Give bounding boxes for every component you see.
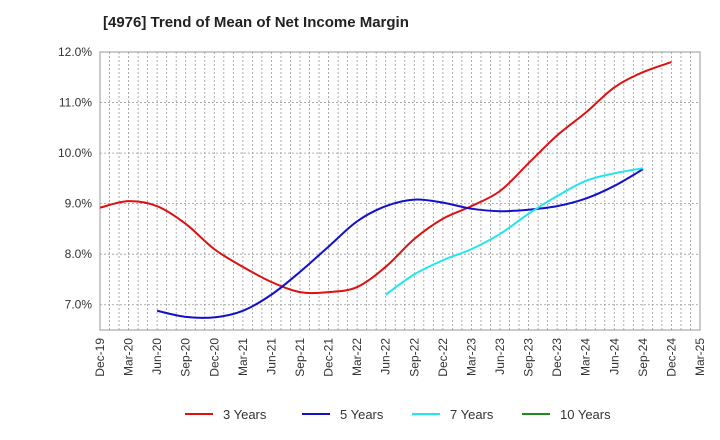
x-tick-label: Dec-19 — [93, 338, 107, 377]
legend: 3 Years 5 Years 7 Years 10 Years — [185, 407, 611, 422]
x-tick-label: Jun-24 — [607, 338, 621, 375]
y-tick-label: 12.0% — [58, 45, 92, 59]
series-line-3 — [385, 167, 644, 296]
x-tick-label: Dec-22 — [436, 338, 450, 377]
grid-layer — [99, 51, 701, 331]
legend-label: 7 Years — [450, 407, 494, 422]
x-tick-label: Jun-21 — [264, 338, 278, 375]
x-tick-label: Mar-24 — [579, 338, 593, 376]
x-tick-label: Dec-21 — [322, 338, 336, 377]
series-line-1 — [99, 61, 672, 295]
axis-layer: 12.0% 11.0% 10.0% 9.0% 8.0% 7.0% Dec-19 Mar-20 J… — [58, 45, 707, 377]
legend-label: 10 Years — [560, 407, 611, 422]
plot-border — [99, 51, 701, 331]
x-tick-label: Dec-20 — [207, 338, 221, 377]
series-layer — [99, 61, 672, 319]
x-tick-label: Mar-21 — [236, 338, 250, 376]
x-tick-label: Jun-23 — [493, 338, 507, 375]
y-tick-label: 7.0% — [65, 298, 93, 312]
x-tick-label: Jun-20 — [150, 338, 164, 375]
x-tick-label: Mar-22 — [350, 338, 364, 376]
y-tick-label: 11.0% — [59, 96, 92, 110]
legend-label: 3 Years — [223, 407, 267, 422]
x-tick-label: Sep-20 — [179, 338, 193, 377]
x-tick-label: Sep-22 — [407, 338, 421, 377]
legend-label: 5 Years — [340, 407, 384, 422]
y-tick-label: 10.0% — [58, 146, 92, 160]
x-tick-label: Dec-23 — [550, 338, 564, 377]
y-tick-label: 8.0% — [65, 247, 93, 261]
x-tick-label: Jun-22 — [379, 338, 393, 375]
x-tick-label: Mar-20 — [122, 338, 136, 376]
x-tick-label: Sep-24 — [636, 338, 650, 377]
x-tick-label: Mar-25 — [693, 338, 707, 376]
y-tick-label: 9.0% — [65, 197, 93, 211]
series-line-2 — [156, 168, 644, 319]
x-tick-label: Sep-21 — [293, 338, 307, 377]
chart-title: [4976] Trend of Mean of Net Income Margi… — [103, 14, 409, 31]
x-tick-label: Sep-23 — [522, 338, 536, 377]
x-tick-label: Mar-23 — [464, 338, 478, 376]
x-tick-label: Dec-24 — [664, 338, 678, 377]
